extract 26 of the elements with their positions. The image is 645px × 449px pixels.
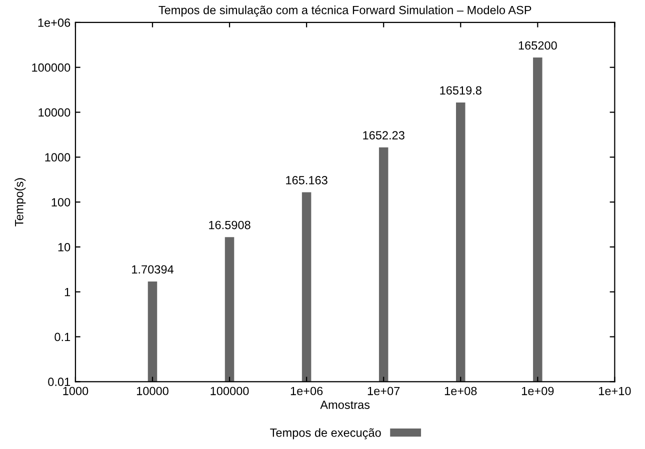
y-tick-label: 1000 [45,153,70,162]
data-label: 1.70394 [132,265,174,274]
x-tick-label: 1e+10 [599,386,631,396]
y-tick-label: 1e+06 [38,18,70,27]
data-label: 1652.23 [363,131,404,140]
y-tick-label: 1 [64,288,70,296]
legend-label: Tempos de execução [270,428,381,440]
y-tick-label: 10 [58,242,70,252]
data-label: 165200 [518,41,557,50]
x-tick-label: 1e+09 [522,386,554,396]
data-label: 16519.8 [440,86,482,95]
y-tick-label: 100 [52,198,70,206]
y-tick-label: 100000 [32,63,70,72]
x-tick-label: 10000 [136,386,168,396]
data-label: 165.163 [286,176,328,184]
x-tick-label: 1e+06 [290,386,323,396]
y-tick-label: 0.01 [48,378,70,386]
y-axis-title: Tempo(s) [14,178,26,226]
x-tick-label: 100000 [210,386,249,396]
data-label: 16.5908 [209,220,250,230]
y-tick-label: 10000 [38,108,70,117]
x-axis-title: Amostras [320,400,370,409]
chart-title: Tempos de simulação com a técnica Forward Simulation – Modelo ASP [158,5,532,17]
y-tick-label: 0.1 [54,332,70,342]
x-tick-label: 1e+07 [368,386,400,396]
x-tick-label: 1e+08 [444,386,477,396]
